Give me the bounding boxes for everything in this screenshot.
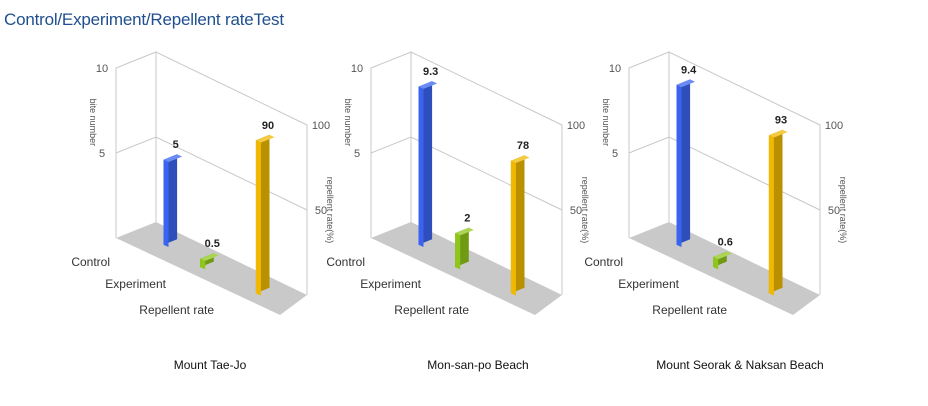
- chart-1-left-tick: 5: [99, 148, 105, 160]
- chart-2-bar-repellent-rate: [510, 160, 516, 296]
- chart-2-bar-experiment: [455, 233, 461, 270]
- chart-1-caption: Mount Tae-Jo: [173, 358, 247, 372]
- chart-3-left-tick: 10: [609, 63, 621, 75]
- chart-2-left-tick: 10: [351, 63, 363, 75]
- chart-3-left-tick: 5: [612, 148, 618, 160]
- chart-1-bar-repellent-rate-top: [255, 134, 275, 143]
- chart-1-bar-experiment-top: [200, 253, 219, 261]
- chart-1-data-label: 0.5: [205, 238, 220, 250]
- chart-3-caption: Mount Seorak & Naksan Beach: [656, 358, 824, 372]
- chart-2-left-axis-label: bite number: [343, 99, 353, 147]
- chart-1-data-label: 90: [262, 120, 274, 132]
- chart-3-left-axis-label: bite number: [601, 99, 611, 147]
- chart-3-bar-repellent-rate-top: [768, 129, 788, 138]
- chart-1: 5 10 50 100 bite number repellent rate(%) 5 0.5…: [71, 51, 335, 317]
- chart-2-category-label: Repellent rate: [394, 303, 469, 317]
- chart-3-right-axis-label: repellent rate(%): [838, 177, 848, 244]
- chart-2-category-label: Experiment: [360, 277, 421, 291]
- chart-2-data-label: 2: [464, 213, 470, 225]
- chart-3-category-label: Control: [584, 255, 623, 269]
- chart-2-gridline-mid: [370, 136, 563, 211]
- chart-3-data-label: 9.4: [681, 64, 697, 76]
- chart-1-floor: [116, 222, 307, 315]
- chart-3-gridline-mid: [628, 136, 821, 211]
- chart-2-data-label: 9.3: [423, 66, 438, 78]
- chart-1-right-tick: 100: [312, 120, 330, 132]
- chart-3-bar-experiment: [713, 256, 719, 270]
- chart-3-data-label: 0.6: [718, 236, 733, 248]
- chart-2-right-tick: 50: [570, 205, 582, 217]
- chart-2-bar-experiment-top: [455, 227, 474, 236]
- chart-1-data-label: 5: [173, 139, 179, 151]
- chart-2-bar-control: [418, 86, 424, 247]
- chart-1-right-axis-label: repellent rate(%): [325, 177, 335, 244]
- page-title: Control/Experiment/Repellent rateTest: [4, 10, 284, 29]
- chart-2-data-label: 78: [517, 140, 529, 152]
- chart-3: 5 10 50 100 bite number repellent rate(%) 9.4 0…: [584, 51, 848, 317]
- chart-3-category-label: Experiment: [618, 277, 679, 291]
- chart-2-bar-repellent-rate-top: [510, 155, 530, 163]
- chart-1-category-label: Repellent rate: [139, 303, 214, 317]
- chart-1-category-label: Experiment: [105, 277, 166, 291]
- chart-3-right-tick: 100: [825, 120, 843, 132]
- chart-2: 5 10 50 100 bite number repellent rate(%) 9.3 2…: [326, 51, 590, 317]
- chart-2-left-tick: 5: [354, 148, 360, 160]
- chart-2-category-label: Control: [326, 255, 365, 269]
- chart-1-gridline-mid: [115, 136, 308, 211]
- chart-1-category-label: Control: [71, 255, 110, 269]
- chart-2-right-axis-label: repellent rate(%): [580, 177, 590, 244]
- chart-3-bar-repellent-rate: [768, 135, 774, 296]
- chart-1-left-axis-label: bite number: [88, 99, 98, 147]
- chart-2-bar-control-top: [418, 81, 438, 89]
- chart-1-bar-experiment: [200, 258, 206, 270]
- chart-3-bar-control-top: [676, 79, 696, 88]
- chart-1-bar-repellent-rate: [255, 140, 261, 296]
- chart-1-bar-control-top: [163, 154, 183, 162]
- chart-2-caption: Mon-san-po Beach: [427, 358, 529, 372]
- chart-3-right-tick: 50: [828, 205, 840, 217]
- chart-3-category-label: Repellent rate: [652, 303, 727, 317]
- chart-3-bar-control: [676, 84, 682, 248]
- chart-1-bar-control: [163, 159, 169, 247]
- chart-3-data-label: 93: [775, 115, 787, 127]
- chart-3-bar-experiment-top: [713, 251, 732, 260]
- chart-1-right-tick: 50: [315, 205, 327, 217]
- chart-1-left-tick: 10: [96, 63, 108, 75]
- chart-2-right-tick: 100: [567, 120, 585, 132]
